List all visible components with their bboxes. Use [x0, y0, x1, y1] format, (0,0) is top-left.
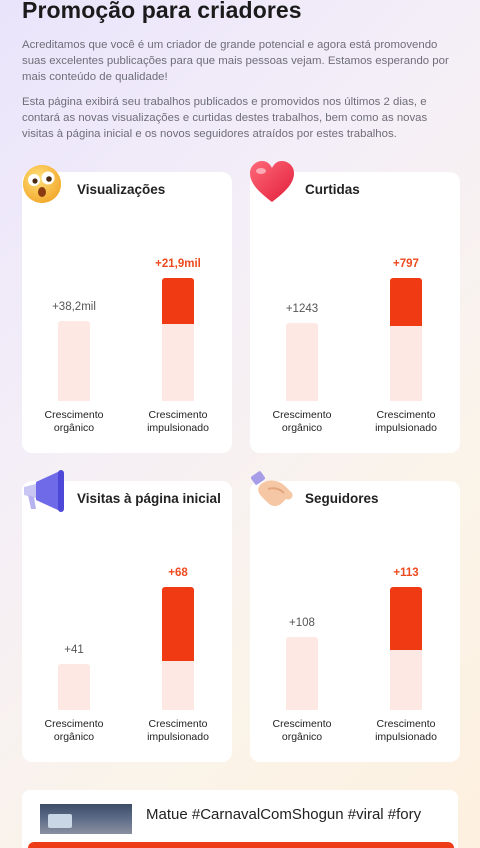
- video-title[interactable]: Matue #CarnavalComShogun #viral #fory: [146, 806, 422, 823]
- boosted-label: Crescimento impulsionado: [375, 718, 437, 743]
- boosted-value: +68: [168, 567, 188, 579]
- organic-label: Crescimento orgânico: [44, 718, 104, 743]
- boosted-value: +113: [393, 567, 419, 579]
- boosted-increment-bar: [162, 278, 194, 324]
- organic-label: Crescimento orgânico: [272, 409, 332, 434]
- likes-card: Curtidas +1243 Crescimento orgânico +797…: [250, 161, 460, 453]
- boosted-label: Crescimento impulsionado: [375, 409, 437, 434]
- video-thumbnail[interactable]: [40, 804, 132, 834]
- page-explanation: Esta página exibirá seu trabalhos public…: [22, 96, 428, 140]
- surprised-face-icon: [23, 165, 61, 203]
- boosted-increment-bar: [390, 587, 422, 650]
- promote-button[interactable]: [28, 842, 454, 848]
- profile-visits-card: Visitas à página inicial +41 Crescimento…: [22, 470, 232, 762]
- heart-icon: [250, 161, 294, 202]
- boosted-label: Crescimento impulsionado: [147, 718, 209, 743]
- organic-value: +108: [289, 617, 315, 629]
- boosted-increment-bar: [390, 278, 422, 326]
- organic-bar: [58, 321, 90, 401]
- organic-bar: [58, 664, 90, 710]
- organic-label: Crescimento orgânico: [272, 718, 332, 743]
- card-title: Seguidores: [305, 491, 379, 506]
- views-card: Visualizações +38,2mil Crescimento orgân…: [22, 165, 232, 453]
- organic-bar: [286, 637, 318, 710]
- intro-description: Acreditamos que você é um criador de gra…: [22, 39, 449, 83]
- boosted-bar: [390, 278, 422, 401]
- megaphone-icon: [24, 470, 64, 512]
- handshake-icon: [251, 471, 293, 506]
- video-item[interactable]: Matue #CarnavalComShogun #viral #fory: [22, 790, 458, 848]
- organic-bar: [286, 323, 318, 401]
- page-title: Promoção para criadores: [22, 0, 302, 23]
- organic-value: +41: [64, 644, 84, 656]
- card-title: Visitas à página inicial: [77, 491, 221, 506]
- card-title: Curtidas: [305, 182, 360, 197]
- boosted-bar: [390, 587, 422, 710]
- organic-value: +38,2mil: [52, 301, 96, 313]
- boosted-label: Crescimento impulsionado: [147, 409, 209, 434]
- boosted-bar: [162, 278, 194, 401]
- organic-label: Crescimento orgânico: [44, 409, 104, 434]
- boosted-bar: [162, 587, 194, 710]
- boosted-increment-bar: [162, 587, 194, 661]
- card-title: Visualizações: [77, 182, 166, 197]
- organic-value: +1243: [285, 303, 319, 315]
- boosted-value: +21,9mil: [155, 258, 201, 270]
- followers-card: Seguidores +108 Crescimento orgânico +11…: [250, 471, 460, 762]
- boosted-value: +797: [393, 258, 419, 270]
